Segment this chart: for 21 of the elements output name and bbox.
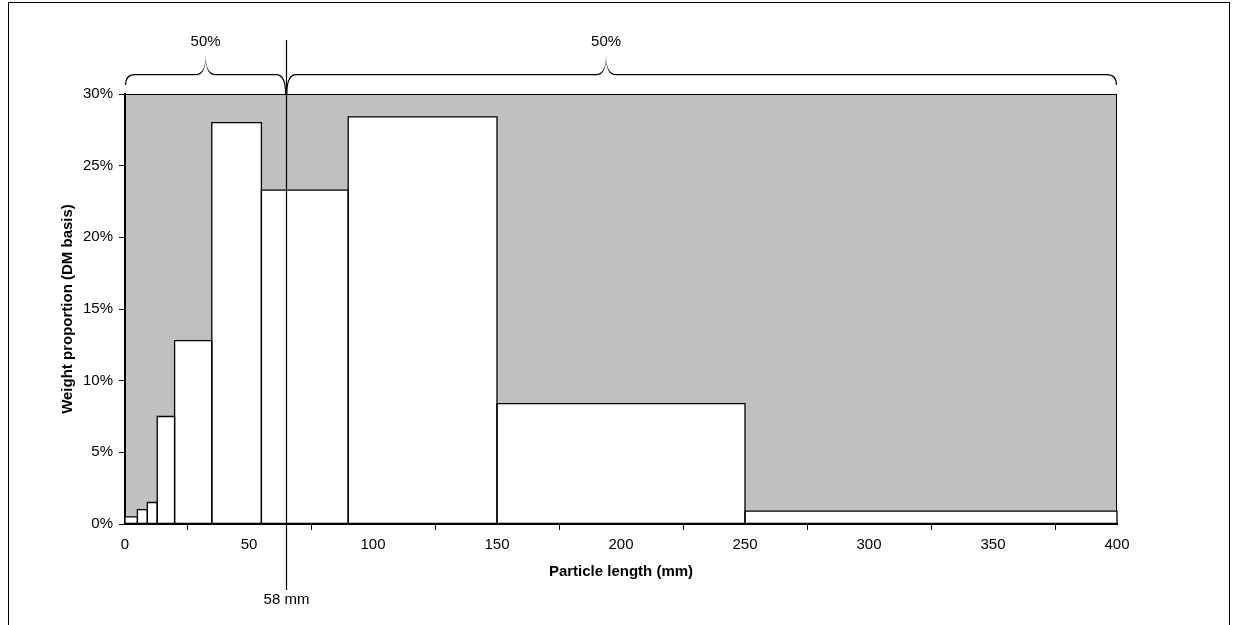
y-tick-label: 20% — [82, 227, 113, 245]
x-tick-label: 400 — [1104, 535, 1130, 553]
x-tick-label: 250 — [732, 535, 758, 553]
x-tick-label: 100 — [360, 535, 386, 553]
x-tick-label: 150 — [484, 535, 510, 553]
x-tick-label: 50 — [240, 535, 258, 553]
x-tick-label: 200 — [608, 535, 634, 553]
y-axis-title: Weight proportion (DM basis) — [58, 204, 76, 414]
y-tick-label: 5% — [91, 442, 113, 460]
y-tick-label: 25% — [82, 155, 113, 173]
y-tick-label: 10% — [82, 370, 113, 388]
x-tick-label: 300 — [856, 535, 882, 553]
y-tick-label: 30% — [82, 84, 113, 102]
x-tick-label: 350 — [980, 535, 1006, 553]
y-tick-label: 0% — [91, 514, 113, 532]
ref-line-label: 58 mm — [263, 590, 310, 608]
text: 50% — [190, 32, 221, 50]
x-axis-title: Particle length (mm) — [548, 562, 694, 580]
x-tick-label: 0 — [120, 535, 130, 553]
y-tick-label: 15% — [82, 299, 113, 317]
text: 50% — [591, 32, 622, 50]
